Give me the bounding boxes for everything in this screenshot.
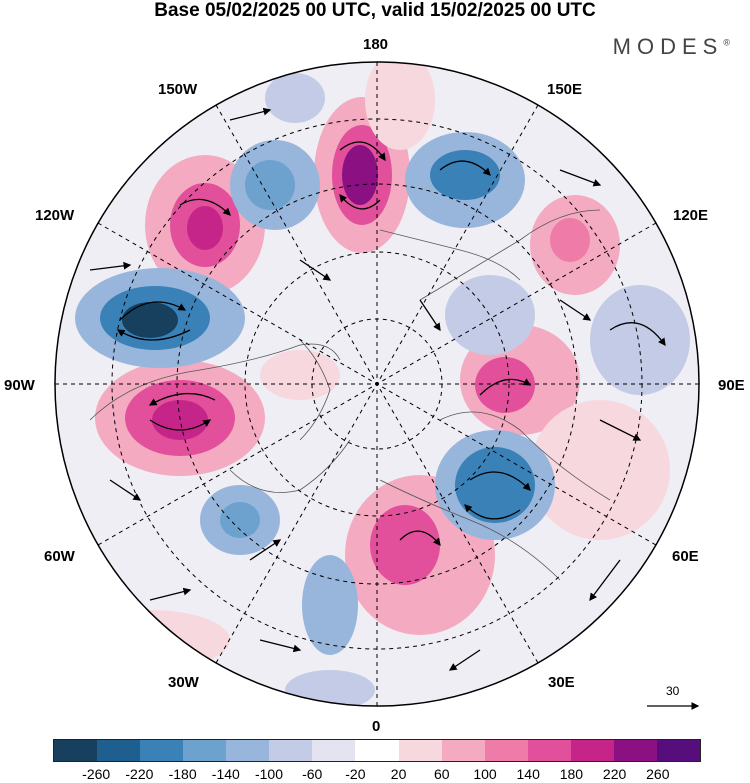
lon-label-150w: 150W	[158, 81, 198, 98]
colorbar-tick-label: -140	[211, 766, 240, 782]
colorbar	[53, 739, 701, 762]
brand-mark: ®	[723, 37, 730, 48]
colorbar-tick-label: -20	[345, 766, 366, 782]
lon-label-60e: 60E	[672, 548, 699, 565]
brand-logo: MODES®	[613, 34, 730, 60]
coastlines	[89, 209, 611, 581]
lon-label-90e: 90E	[718, 377, 745, 394]
meridians	[55, 62, 699, 706]
colorbar-swatch	[183, 740, 227, 761]
colorbar-ticks: -260 -220 -180 -140 -100 -60 -20 20 60 100 140 180 2…	[0, 766, 750, 783]
brand-text: MODES	[612, 34, 724, 59]
colorbar-swatch	[398, 740, 442, 761]
colorbar-swatch	[97, 740, 141, 761]
lon-label-120w: 120W	[35, 207, 75, 224]
colorbar-tick-label: 100	[473, 766, 497, 782]
lon-label-60w: 60W	[44, 548, 75, 565]
map-title: Base 05/02/2025 00 UTC, valid 15/02/2025…	[154, 0, 596, 21]
colorbar-swatch	[355, 740, 399, 761]
colorbar-tick-label: 260	[646, 766, 670, 782]
colorbar-swatch	[226, 740, 270, 761]
colorbar-tick-label: 20	[390, 766, 407, 782]
colorbar-swatch	[54, 740, 98, 761]
colorbar-tick-label: 60	[434, 766, 450, 782]
lon-label-30w: 30W	[168, 674, 199, 691]
colorbar-swatch	[269, 740, 313, 761]
lon-label-90w: 90W	[4, 377, 35, 394]
colorbar-swatch	[570, 740, 614, 761]
colorbar-tick-label: -260	[82, 766, 111, 782]
lon-label-120e: 120E	[673, 207, 709, 224]
colorbar-tick-label: -100	[254, 766, 284, 782]
colorbar-swatch	[656, 740, 700, 761]
map-border	[54, 61, 700, 707]
colorbar-swatch	[613, 740, 657, 761]
colorbar-tick-label: 140	[516, 766, 540, 782]
colorbar-tick-label: 220	[602, 766, 627, 782]
colorbar-tick-label: -220	[125, 766, 154, 782]
map-disc	[55, 62, 699, 706]
colorbar-swatch	[140, 740, 184, 761]
lon-label-180: 180	[363, 36, 389, 53]
colorbar-tick-label: 180	[559, 766, 584, 782]
colorbar-swatch	[441, 740, 485, 761]
vector-scale-label: 30	[666, 684, 680, 698]
colorbar-swatch	[527, 740, 571, 761]
colorbar-swatch	[312, 740, 356, 761]
colorbar-tick-label: -180	[168, 766, 197, 782]
lon-label-30e: 30E	[548, 674, 575, 691]
wind-vectors	[89, 107, 666, 671]
lon-label-150e: 150E	[547, 81, 583, 98]
lon-label-0: 0	[372, 718, 381, 735]
colorbar-swatch	[484, 740, 528, 761]
colorbar-tick-label: -60	[302, 766, 323, 782]
